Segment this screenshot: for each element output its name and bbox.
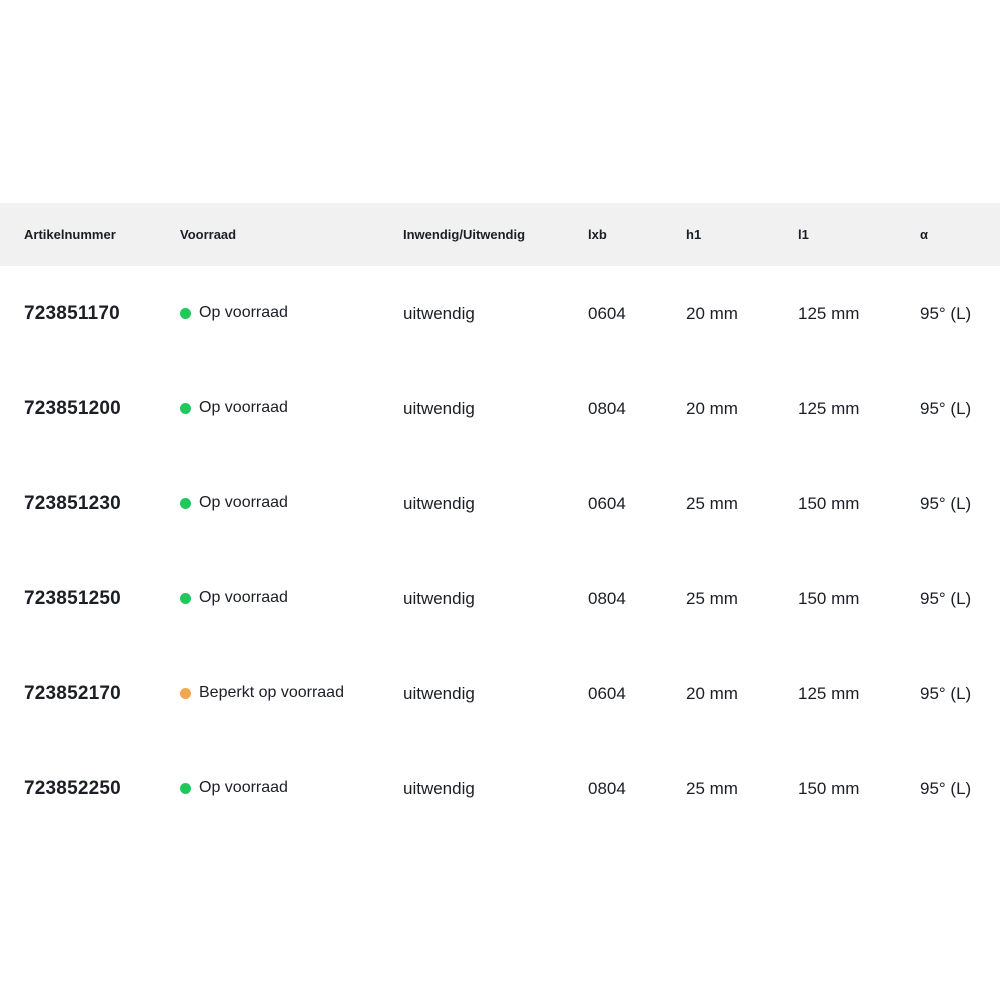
table-row: 723852250 Op voorraad uitwendig 0804 25 …	[0, 741, 1000, 836]
table-row: 723851200 Op voorraad uitwendig 0804 20 …	[0, 361, 1000, 456]
h1-cell: 20 mm	[686, 398, 738, 418]
column-header-artikelnummer: Artikelnummer	[24, 227, 116, 242]
stock-status-label: Op voorraad	[199, 779, 288, 796]
l1-cell: 150 mm	[798, 588, 860, 608]
lxb-cell: 0604	[588, 493, 626, 513]
artikelnummer-link[interactable]: 723852170	[24, 682, 121, 704]
artikelnummer-link[interactable]: 723851250	[24, 587, 121, 609]
table-body: 723851170 Op voorraad uitwendig 0604 20 …	[0, 266, 1000, 836]
artikelnummer-cell: 723851250	[0, 551, 180, 646]
artikelnummer-cell: 723851170	[0, 266, 180, 361]
product-listing-page: Artikelnummer Voorraad Inwendig/Uitwendig l…	[0, 203, 1000, 836]
artikelnummer-link[interactable]: 723851200	[24, 397, 121, 419]
column-header-h1: h1	[686, 227, 702, 242]
artikelnummer-cell: 723852250	[0, 741, 180, 836]
h1-cell: 25 mm	[686, 588, 738, 608]
h1-cell: 20 mm	[686, 683, 738, 703]
alpha-cell: 95° (L)	[920, 778, 972, 798]
h1-cell: 25 mm	[686, 493, 738, 513]
artikelnummer-cell: 723851230	[0, 456, 180, 551]
inwendig-uitwendig-cell: uitwendig	[403, 683, 475, 703]
alpha-cell: 95° (L)	[920, 398, 972, 418]
stock-status: Op voorraad	[180, 779, 288, 797]
stock-status-label: Op voorraad	[199, 399, 288, 416]
artikelnummer-link[interactable]: 723851170	[24, 302, 120, 324]
stock-status-dot	[180, 307, 191, 319]
inwendig-uitwendig-cell: uitwendig	[403, 493, 475, 513]
alpha-cell: 95° (L)	[920, 588, 972, 608]
inwendig-uitwendig-cell: uitwendig	[403, 588, 475, 608]
lxb-cell: 0604	[588, 303, 626, 323]
l1-cell: 125 mm	[798, 683, 860, 703]
inwendig-uitwendig-cell: uitwendig	[403, 778, 475, 798]
voorraad-cell: Op voorraad	[180, 266, 403, 361]
voorraad-cell: Beperkt op voorraad	[180, 646, 403, 741]
l1-cell: 150 mm	[798, 778, 860, 798]
stock-status-label: Beperkt op voorraad	[199, 684, 344, 701]
inwendig-uitwendig-cell: uitwendig	[403, 303, 475, 323]
table-row: 723851250 Op voorraad uitwendig 0804 25 …	[0, 551, 1000, 646]
stock-status-dot	[180, 497, 191, 509]
voorraad-cell: Op voorraad	[180, 551, 403, 646]
stock-status-label: Op voorraad	[199, 494, 288, 511]
stock-status-label: Op voorraad	[199, 304, 288, 321]
table-row: 723851170 Op voorraad uitwendig 0604 20 …	[0, 266, 1000, 361]
voorraad-cell: Op voorraad	[180, 361, 403, 456]
lxb-cell: 0804	[588, 398, 626, 418]
table-row: 723851230 Op voorraad uitwendig 0604 25 …	[0, 456, 1000, 551]
stock-status-dot	[180, 687, 191, 699]
column-header-voorraad: Voorraad	[180, 227, 237, 242]
stock-status-dot	[180, 782, 191, 794]
lxb-cell: 0604	[588, 683, 626, 703]
voorraad-cell: Op voorraad	[180, 741, 403, 836]
l1-cell: 125 mm	[798, 303, 860, 323]
alpha-cell: 95° (L)	[920, 683, 972, 703]
column-header-alpha: α	[920, 227, 928, 242]
inwendig-uitwendig-cell: uitwendig	[403, 398, 475, 418]
column-header-inwendig_uitwendig: Inwendig/Uitwendig	[403, 227, 526, 242]
artikelnummer-cell: 723852170	[0, 646, 180, 741]
h1-cell: 25 mm	[686, 778, 738, 798]
product-table: Artikelnummer Voorraad Inwendig/Uitwendig l…	[0, 203, 1000, 836]
stock-status: Op voorraad	[180, 399, 288, 417]
l1-cell: 125 mm	[798, 398, 860, 418]
lxb-cell: 0804	[588, 588, 626, 608]
artikelnummer-cell: 723851200	[0, 361, 180, 456]
table-header-row: Artikelnummer Voorraad Inwendig/Uitwendig l…	[0, 203, 1000, 266]
h1-cell: 20 mm	[686, 303, 738, 323]
stock-status-label: Op voorraad	[199, 589, 288, 606]
stock-status-dot	[180, 592, 191, 604]
l1-cell: 150 mm	[798, 493, 860, 513]
stock-status: Op voorraad	[180, 304, 288, 322]
stock-status: Op voorraad	[180, 494, 288, 512]
voorraad-cell: Op voorraad	[180, 456, 403, 551]
artikelnummer-link[interactable]: 723852250	[24, 777, 121, 799]
column-header-lxb: lxb	[588, 227, 607, 242]
stock-status-dot	[180, 402, 191, 414]
artikelnummer-link[interactable]: 723851230	[24, 492, 121, 514]
lxb-cell: 0804	[588, 778, 626, 798]
stock-status: Op voorraad	[180, 589, 288, 607]
table-header: Artikelnummer Voorraad Inwendig/Uitwendig l…	[0, 203, 1000, 266]
alpha-cell: 95° (L)	[920, 493, 972, 513]
table-row: 723852170 Beperkt op voorraad uitwendig …	[0, 646, 1000, 741]
alpha-cell: 95° (L)	[920, 303, 972, 323]
column-header-l1: l1	[798, 227, 809, 242]
stock-status: Beperkt op voorraad	[180, 684, 344, 702]
